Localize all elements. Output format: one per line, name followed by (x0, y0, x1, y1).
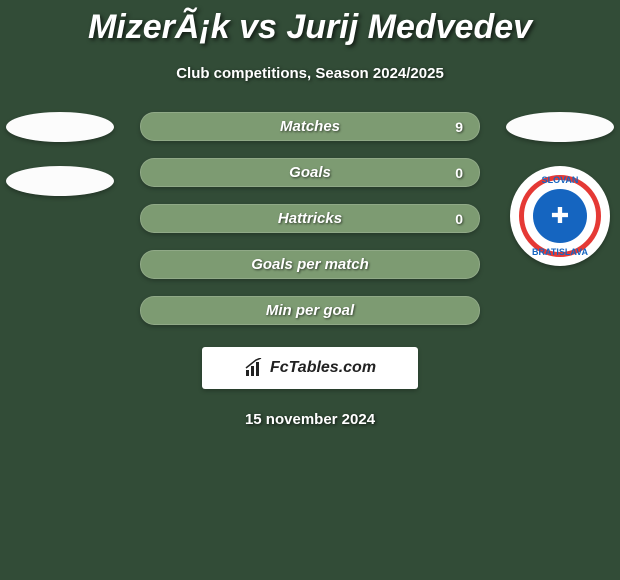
stat-bar-goals: Goals 0 (140, 158, 480, 187)
stat-value-right (447, 297, 479, 324)
club-logo-ring: ✚ (519, 175, 601, 257)
club-logo-text-top: SLOVAN (510, 175, 610, 185)
stat-label: Hattricks (141, 205, 479, 232)
right-avatar-column: SLOVAN ✚ BRATISLAVA (500, 112, 620, 266)
player-left-avatar (6, 112, 114, 142)
brand-text: FcTables.com (270, 359, 376, 377)
stat-value-right: 0 (439, 159, 479, 186)
club-right-logo: SLOVAN ✚ BRATISLAVA (510, 166, 610, 266)
stat-bar-min-per-goal: Min per goal (140, 296, 480, 325)
brand-box[interactable]: FcTables.com (202, 347, 418, 389)
club-left-logo-placeholder (6, 166, 114, 196)
stat-value-right: 9 (439, 113, 479, 140)
stat-label: Min per goal (141, 297, 479, 324)
stats-column: Matches 9 Goals 0 Hattricks 0 Goals per … (140, 112, 480, 325)
stat-bar-hattricks: Hattricks 0 (140, 204, 480, 233)
stat-bar-matches: Matches 9 (140, 112, 480, 141)
club-logo-core: ✚ (533, 189, 587, 243)
chart-icon (244, 358, 264, 378)
page-title: MizerÃ¡k vs Jurij Medvedev (0, 8, 620, 47)
stat-label: Goals (141, 159, 479, 186)
subtitle: Club competitions, Season 2024/2025 (0, 65, 620, 82)
stat-label: Goals per match (141, 251, 479, 278)
left-avatar-column (0, 112, 120, 220)
date-line: 15 november 2024 (0, 411, 620, 428)
stat-label: Matches (141, 113, 479, 140)
club-logo-text-bottom: BRATISLAVA (510, 247, 610, 257)
stat-bar-goals-per-match: Goals per match (140, 250, 480, 279)
stat-value-right: 0 (439, 205, 479, 232)
player-right-avatar (506, 112, 614, 142)
content-zone: SLOVAN ✚ BRATISLAVA Matches 9 Goals 0 Ha… (0, 112, 620, 325)
stat-value-right (447, 251, 479, 278)
